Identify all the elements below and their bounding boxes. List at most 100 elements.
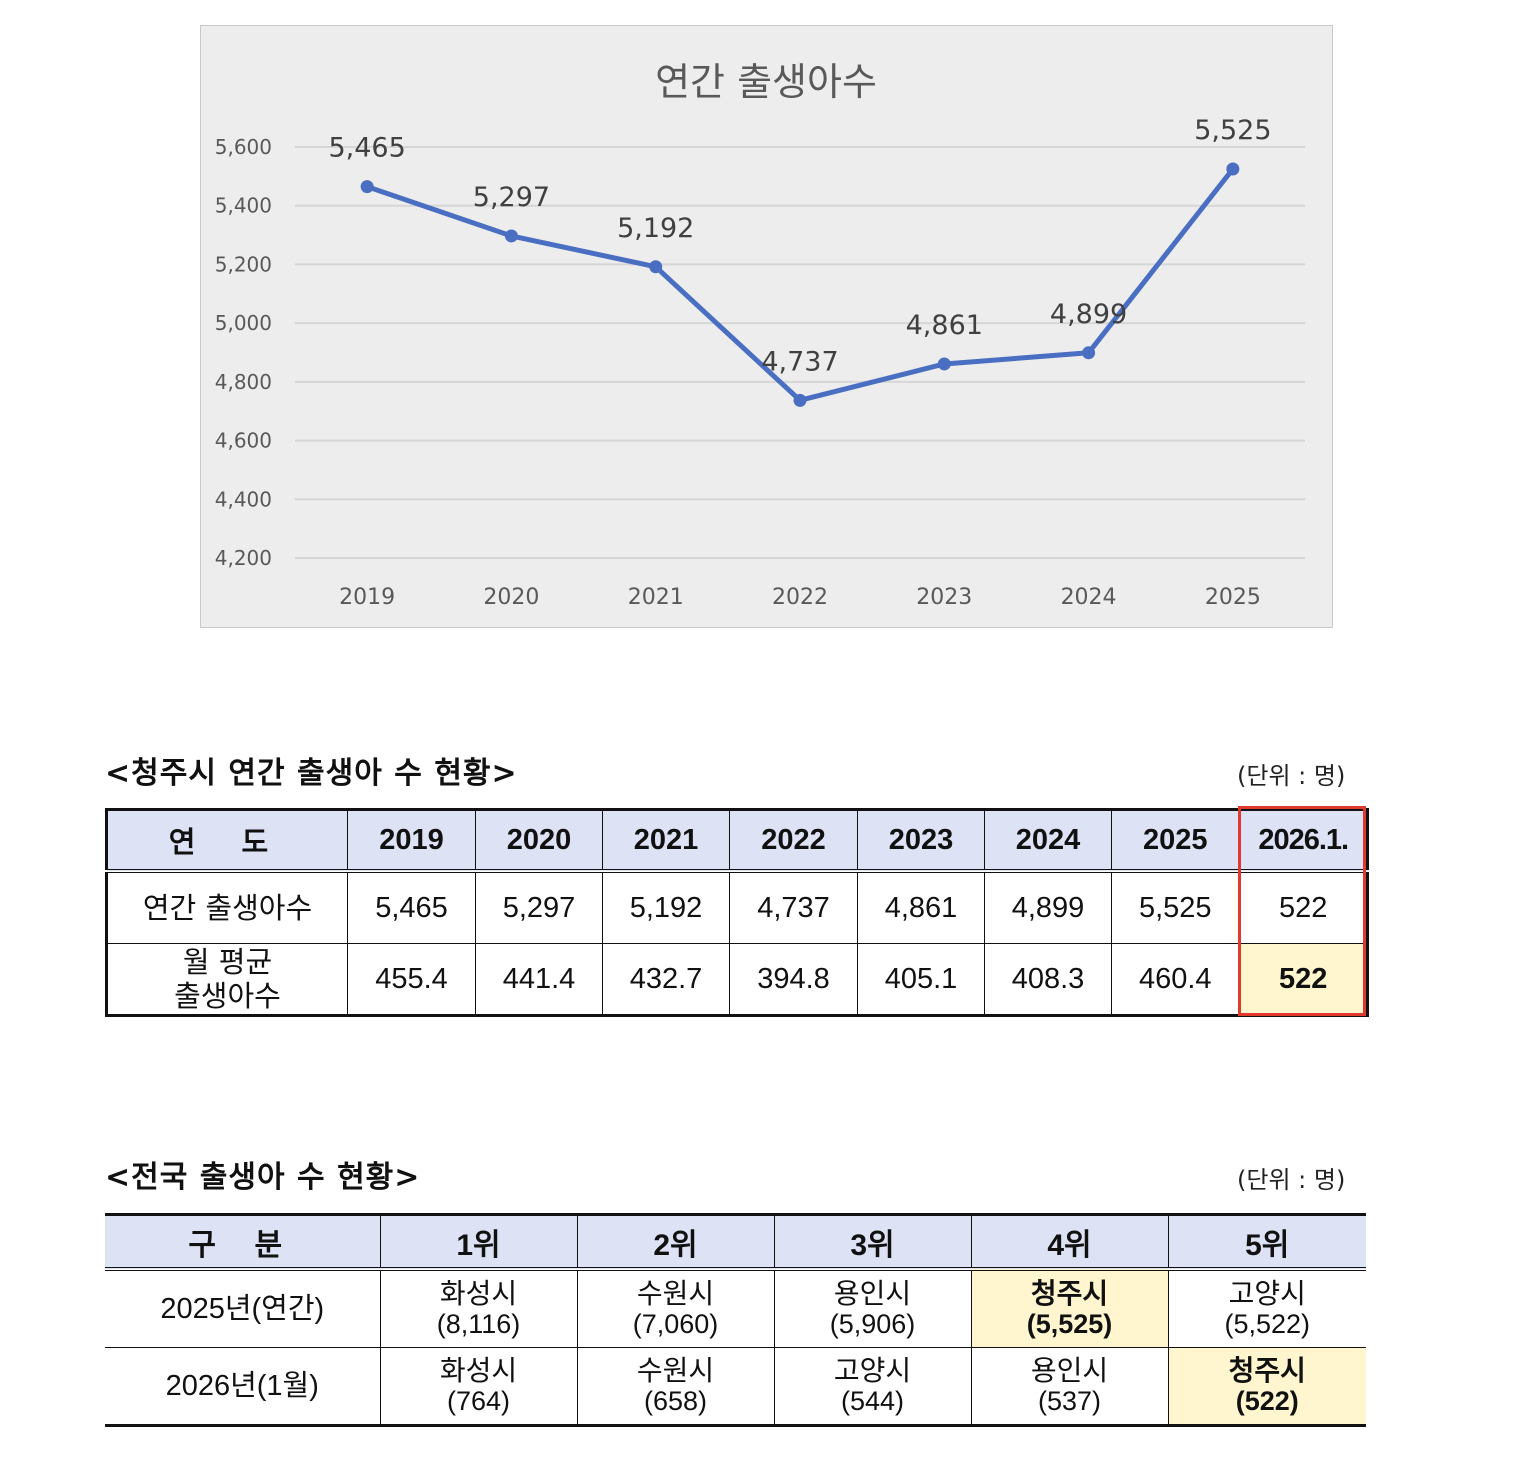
city-count: (658): [643, 1386, 708, 1416]
table2-row-label: 2025년(연간): [160, 1292, 325, 1325]
table1-cell: 455.4: [347, 943, 476, 1016]
table2-cell-highlight: 청주시 (522): [1167, 1347, 1366, 1426]
line-chart: 연간 출생아수 4,200 4,400 4,600 4,800 5,000 5,200 5,…: [200, 25, 1333, 628]
city-count: (7,060): [632, 1309, 719, 1339]
y-tick-label: 5,000: [215, 311, 272, 335]
table1-cell: 5,297: [475, 871, 603, 944]
x-tick-label: 2023: [916, 585, 972, 610]
table1-cell: 4,861: [857, 871, 985, 944]
table1-row-label: 연간 출생아수: [142, 891, 313, 925]
data-label: 5,192: [617, 213, 694, 244]
table1-header-row: 연 도 2019 2020 2021 2022 2023 2024 2025 2…: [106, 809, 1368, 873]
y-tick-label: 5,400: [215, 194, 272, 218]
table1-year: 2023: [857, 809, 985, 873]
city-name: 청주시: [1030, 1277, 1109, 1310]
table2-row-2025: 2025년(연간) 화성시 (8,116) 수원시 (7,060) 용인시 (5,90…: [105, 1269, 1366, 1348]
table1-row-annual: 연간 출생아수 5,465 5,297 5,192 4,737 4,861 4,…: [107, 871, 1368, 944]
data-label: 5,465: [328, 133, 405, 164]
city-count: (5,906): [829, 1309, 916, 1339]
table1-year: 2024: [984, 809, 1112, 873]
table1-cell: 405.1: [857, 943, 985, 1016]
table1-row-label-line2: 출생아수: [174, 979, 281, 1013]
city-count: (522): [1235, 1386, 1299, 1416]
y-tick-label: 4,200: [215, 546, 272, 570]
city-count: (764): [446, 1386, 511, 1416]
table1-year: 2020: [475, 809, 603, 873]
data-label: 5,525: [1194, 115, 1271, 146]
data-label: 4,899: [1050, 299, 1127, 330]
city-name: 화성시: [439, 1277, 518, 1310]
x-tick-label: 2019: [339, 585, 395, 610]
table2-row-label: 2026년(1월): [105, 1347, 380, 1426]
y-tick-label: 4,400: [215, 487, 272, 511]
table2-cell: 고양시 (5,522): [1167, 1269, 1366, 1348]
table1-year: 2025: [1111, 809, 1240, 873]
chart-title: 연간 출생아수: [655, 60, 877, 104]
city-name: 청주시: [1228, 1354, 1306, 1387]
table2-unit: (단위 : 명): [1237, 1166, 1346, 1194]
table2-cell: 용인시 (537): [970, 1347, 1168, 1426]
city-name: 수원시: [636, 1354, 715, 1387]
cheongju-births-table: 연 도 2019 2020 2021 2022 2023 2024 2025 2…: [105, 808, 1369, 1017]
city-count: (537): [1037, 1386, 1102, 1416]
x-tick-label: 2021: [628, 585, 684, 610]
y-tick-label: 4,600: [215, 429, 272, 453]
table2-rank: 3위: [773, 1214, 971, 1271]
table2-cell: 화성시 (8,116): [379, 1269, 577, 1348]
y-tick-label: 5,600: [215, 135, 272, 159]
table1-row-label-line1: 월 평균: [182, 945, 273, 979]
data-point: [937, 357, 951, 371]
table2-cell: 수원시 (7,060): [576, 1269, 774, 1348]
table1-cell: 5,465: [347, 871, 476, 944]
table2-rank: 2위: [576, 1214, 774, 1271]
x-tick-label: 2025: [1205, 585, 1261, 610]
data-point: [360, 180, 374, 194]
y-tick-label: 4,800: [215, 370, 272, 394]
data-point: [649, 260, 663, 274]
table1-cell: 522: [1238, 871, 1368, 944]
data-label: 5,297: [473, 182, 550, 213]
data-point: [1226, 162, 1240, 176]
y-tick-label: 5,200: [215, 252, 272, 276]
table2-cell: 화성시 (764): [379, 1347, 577, 1426]
city-count: (8,116): [436, 1309, 521, 1339]
table1-year: 2022: [729, 809, 858, 873]
data-point: [793, 393, 807, 407]
table1-year: 2019: [347, 809, 476, 873]
table1-cell: 460.4: [1111, 943, 1240, 1016]
data-point: [1082, 346, 1096, 360]
table2-rank: 1위: [379, 1214, 577, 1271]
table2-cell-highlight: 청주시 (5,525): [970, 1269, 1168, 1348]
data-label: 4,737: [761, 346, 838, 377]
x-tick-label: 2024: [1061, 585, 1117, 610]
city-name: 용인시: [1030, 1354, 1109, 1387]
table2-rank: 4위: [970, 1214, 1168, 1271]
table1-cell: 394.8: [729, 943, 858, 1016]
table1-cell: 5,192: [602, 871, 730, 944]
table2-row-2026: 2026년(1월) 화성시 (764) 수원시 (658) 고양시 (544) 용인시…: [105, 1347, 1366, 1426]
data-label: 4,861: [906, 310, 983, 341]
table1-cell: 4,899: [984, 871, 1112, 944]
table1-year: 2026.1.: [1238, 809, 1368, 873]
chart-svg: 연간 출생아수 4,200 4,400 4,600 4,800 5,000 5,200 5,…: [200, 25, 1333, 628]
table2-cell: 수원시 (658): [576, 1347, 774, 1426]
data-point: [504, 229, 518, 243]
table2-cell: 용인시 (5,906): [773, 1269, 971, 1348]
table2-header-label: 구 분: [105, 1214, 380, 1271]
table2-title: <전국 출생아 수 현황>: [105, 1160, 421, 1195]
city-count: (5,522): [1224, 1309, 1311, 1339]
city-name: 용인시: [833, 1277, 912, 1310]
table1-row-label: 월 평균 출생아수: [106, 943, 348, 1016]
table1-cell-highlight: 522: [1238, 943, 1368, 1016]
table2-header-row: 구 분 1위 2위 3위 4위 5위: [105, 1214, 1366, 1271]
table1-cell: 5,525: [1111, 871, 1240, 944]
table1-unit: (단위 : 명): [1237, 762, 1346, 790]
national-births-table: 구 분 1위 2위 3위 4위 5위 2025년(연간) 화성시 (8,116) …: [105, 1213, 1366, 1427]
city-count: (544): [840, 1386, 905, 1416]
city-name: 고양시: [833, 1354, 912, 1387]
table2-rank: 5위: [1167, 1214, 1366, 1271]
table1-header-label: 연 도: [106, 809, 348, 873]
table2-cell: 고양시 (544): [773, 1347, 971, 1426]
table1-year: 2021: [602, 809, 730, 873]
table1-cell: 4,737: [729, 871, 858, 944]
